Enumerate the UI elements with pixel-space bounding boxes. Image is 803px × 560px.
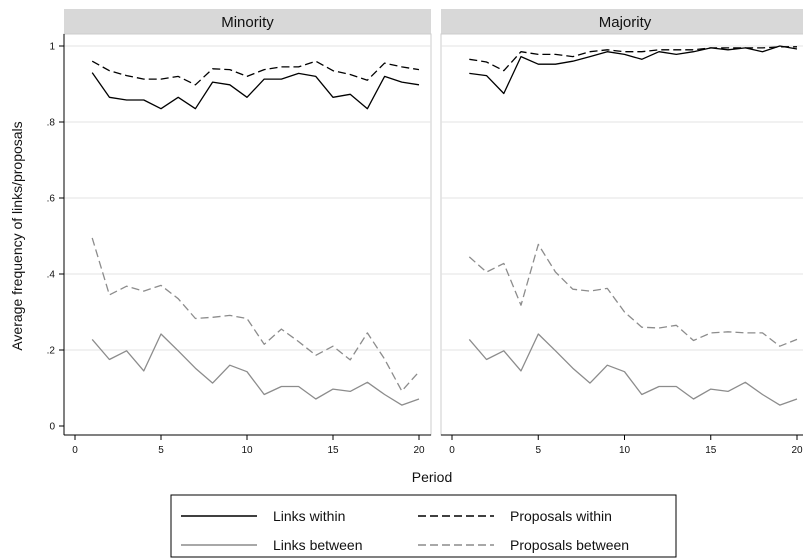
x-tick-label: 10 [619, 445, 631, 456]
y-tick-label: .4 [47, 270, 56, 281]
plot-frame [63, 33, 432, 436]
plot-frame [440, 33, 803, 436]
panel-majority: Majority 0 5 10 15 20 [440, 9, 803, 456]
x-tick-label: 15 [705, 445, 717, 456]
legend: Links within Proposals within Links betwee… [170, 494, 677, 558]
series-line-links-between [468, 333, 798, 406]
y-tick-label: 1 [49, 42, 55, 53]
x-tick-label: 15 [327, 445, 339, 456]
legend-label: Links between [273, 537, 363, 553]
y-axis-title: Average frequency of links/proposals [9, 121, 25, 350]
series-line-proposals-between [468, 243, 798, 347]
x-axis-title: Period [412, 469, 452, 485]
y-tick-label: .8 [47, 118, 56, 129]
y-tick-label: 0 [49, 422, 55, 433]
series-line-links-between [91, 333, 420, 406]
legend-box [170, 494, 677, 558]
x-tick-label: 0 [72, 445, 78, 456]
x-tick-label: 5 [158, 445, 164, 456]
series-line-proposals-between [91, 237, 420, 392]
series-line-links-within [469, 45, 798, 95]
panel-minority: Minority 0 5 10 15 20 [63, 9, 432, 456]
series-line-proposals-within [91, 60, 420, 86]
y-axis: 0 .2 .4 .6 .8 1 [47, 34, 65, 435]
panel-minority-strip [64, 9, 431, 34]
x-tick-label: 10 [241, 445, 253, 456]
legend-label: Proposals between [510, 537, 629, 553]
panel-minority-title: Minority [221, 14, 274, 31]
panel-minority-plot: 0 5 10 15 20 [63, 33, 432, 456]
panel-majority-title: Majority [599, 14, 652, 31]
series-line-proposals-within [469, 46, 797, 72]
series-line-links-within [91, 72, 420, 110]
x-tick-label: 20 [791, 445, 803, 456]
legend-label: Proposals within [510, 508, 612, 524]
x-tick-label: 0 [449, 445, 455, 456]
panel-majority-strip [441, 9, 803, 34]
legend-label: Links within [273, 508, 345, 524]
panel-majority-plot: 0 5 10 15 20 [440, 33, 803, 456]
x-tick-label: 5 [535, 445, 541, 456]
y-tick-label: .6 [47, 194, 56, 205]
x-tick-label: 20 [413, 445, 425, 456]
y-tick-label: .2 [47, 346, 56, 357]
